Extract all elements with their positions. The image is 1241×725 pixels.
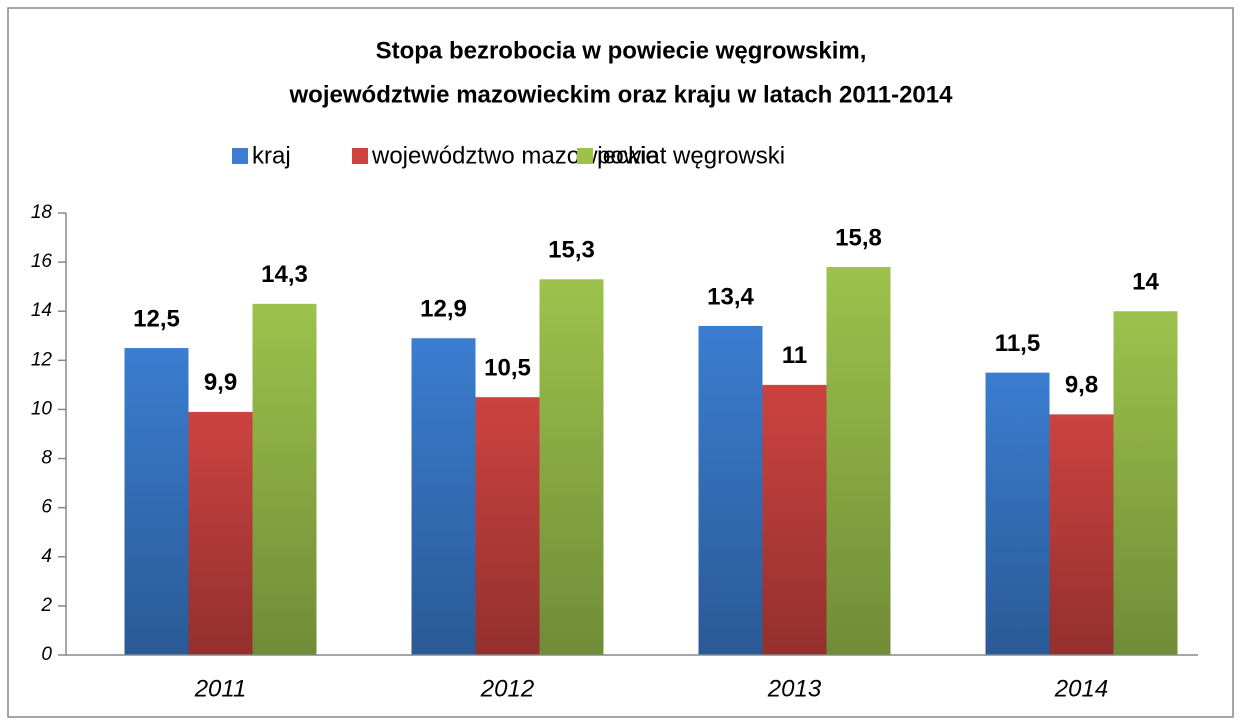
y-tick-label: 14 <box>31 300 52 321</box>
bar <box>252 303 317 655</box>
bar <box>826 267 891 655</box>
data-label: 13,4 <box>707 283 754 310</box>
data-label: 9,8 <box>1065 372 1098 399</box>
y-tick-label: 4 <box>41 546 52 567</box>
x-tick-label: 2011 <box>194 675 247 702</box>
y-tick-label: 6 <box>41 497 52 518</box>
bar <box>539 279 604 655</box>
bar <box>698 325 763 655</box>
legend-swatch <box>577 148 593 164</box>
data-label: 15,8 <box>835 224 882 251</box>
data-label: 11 <box>782 342 807 369</box>
legend-label: kraj <box>252 142 291 169</box>
legend-label: powiat węgrowski <box>597 142 785 169</box>
bar <box>762 384 827 655</box>
data-label: 12,9 <box>420 296 467 323</box>
data-label: 14,3 <box>261 261 308 288</box>
bar <box>1049 414 1114 655</box>
legend-swatch <box>232 148 248 164</box>
data-label: 9,9 <box>204 369 237 396</box>
data-label: 12,5 <box>133 305 180 332</box>
x-tick-label: 2014 <box>1054 675 1108 702</box>
data-label: 11,5 <box>995 330 1040 357</box>
legend-label: województwo mazowieckie <box>371 142 659 169</box>
y-tick-label: 10 <box>31 398 53 419</box>
bar <box>188 411 253 655</box>
bar <box>124 348 189 655</box>
chart-title: województwie mazowieckim oraz kraju w la… <box>289 81 954 108</box>
y-tick-label: 8 <box>41 448 52 469</box>
bar <box>411 338 476 655</box>
data-label: 10,5 <box>484 355 531 382</box>
bar <box>475 397 540 655</box>
chart-title: Stopa bezrobocia w powiecie węgrowskim, <box>376 37 867 64</box>
y-tick-label: 16 <box>31 251 53 272</box>
legend-swatch <box>352 148 368 164</box>
y-tick-label: 0 <box>41 644 52 665</box>
y-tick-label: 2 <box>40 595 52 616</box>
bar <box>985 372 1050 655</box>
x-tick-label: 2012 <box>480 675 534 702</box>
x-tick-label: 2013 <box>767 675 822 702</box>
data-label: 15,3 <box>548 237 595 264</box>
y-tick-label: 18 <box>31 202 53 223</box>
data-label: 14 <box>1132 269 1159 296</box>
bar <box>1113 311 1178 655</box>
y-tick-label: 12 <box>31 349 53 370</box>
